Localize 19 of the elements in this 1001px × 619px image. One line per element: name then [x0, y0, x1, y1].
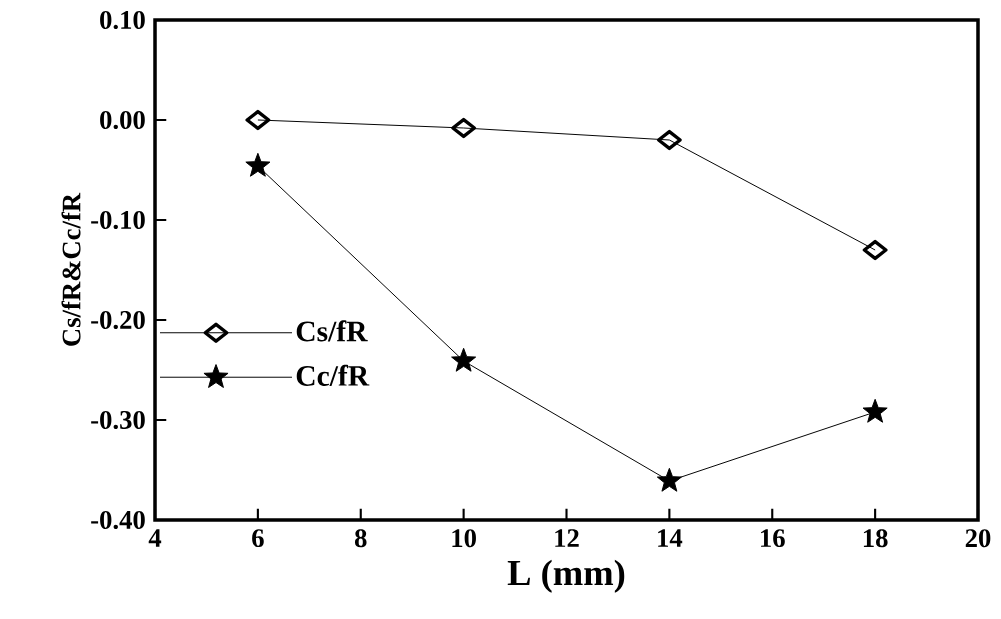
x-tick-label: 16	[761, 529, 785, 548]
y-tick-label: 0.10	[100, 10, 145, 30]
x-tick-label: 20	[965, 529, 991, 548]
y-tick-label: -0.40	[91, 510, 145, 530]
y-tick-label: -0.30	[91, 410, 145, 430]
x-tick-label: 14	[658, 529, 683, 547]
y-axis-title: Cs/fR&Cc/fR	[61, 192, 81, 346]
y-tick-label: -0.10	[91, 210, 145, 230]
x-tick-label: 6	[252, 529, 264, 548]
x-tick-label: 4	[148, 529, 162, 547]
x-tick-label: 18	[863, 529, 888, 548]
y-tick-label: -0.20	[91, 310, 145, 330]
x-tick-label: 12	[555, 529, 579, 547]
legend-label: Cc/fR	[296, 364, 370, 386]
legend-label: Cs/fR	[296, 320, 368, 342]
x-axis-title: L (mm)	[507, 559, 625, 593]
y-tick-label: 0.00	[100, 110, 145, 130]
x-tick-label: 8	[354, 529, 367, 548]
x-tick-label: 10	[452, 529, 476, 548]
